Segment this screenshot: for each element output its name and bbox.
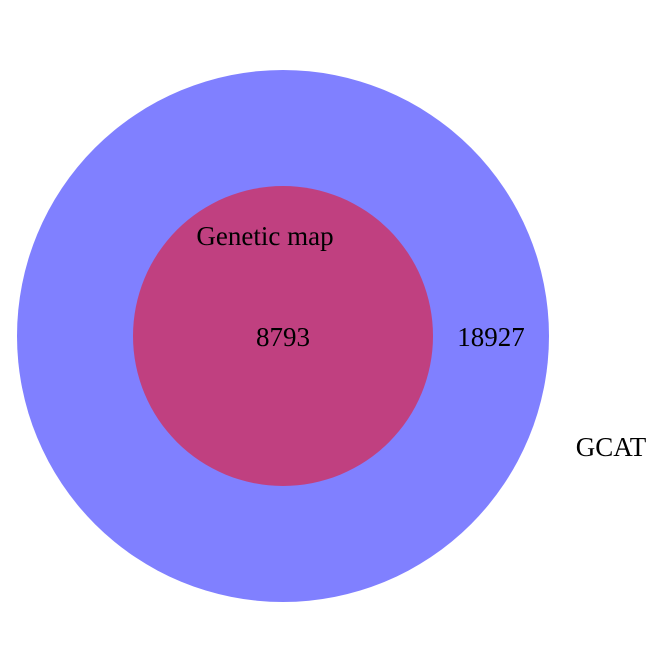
set-circle-genetic-map	[133, 186, 433, 486]
set-label-gcat: GCAT	[576, 432, 647, 462]
set-label-genetic-map: Genetic map	[196, 221, 333, 251]
region-count-gcat-only: 18927	[457, 322, 525, 352]
region-count-genetic-map: 8793	[256, 322, 310, 352]
